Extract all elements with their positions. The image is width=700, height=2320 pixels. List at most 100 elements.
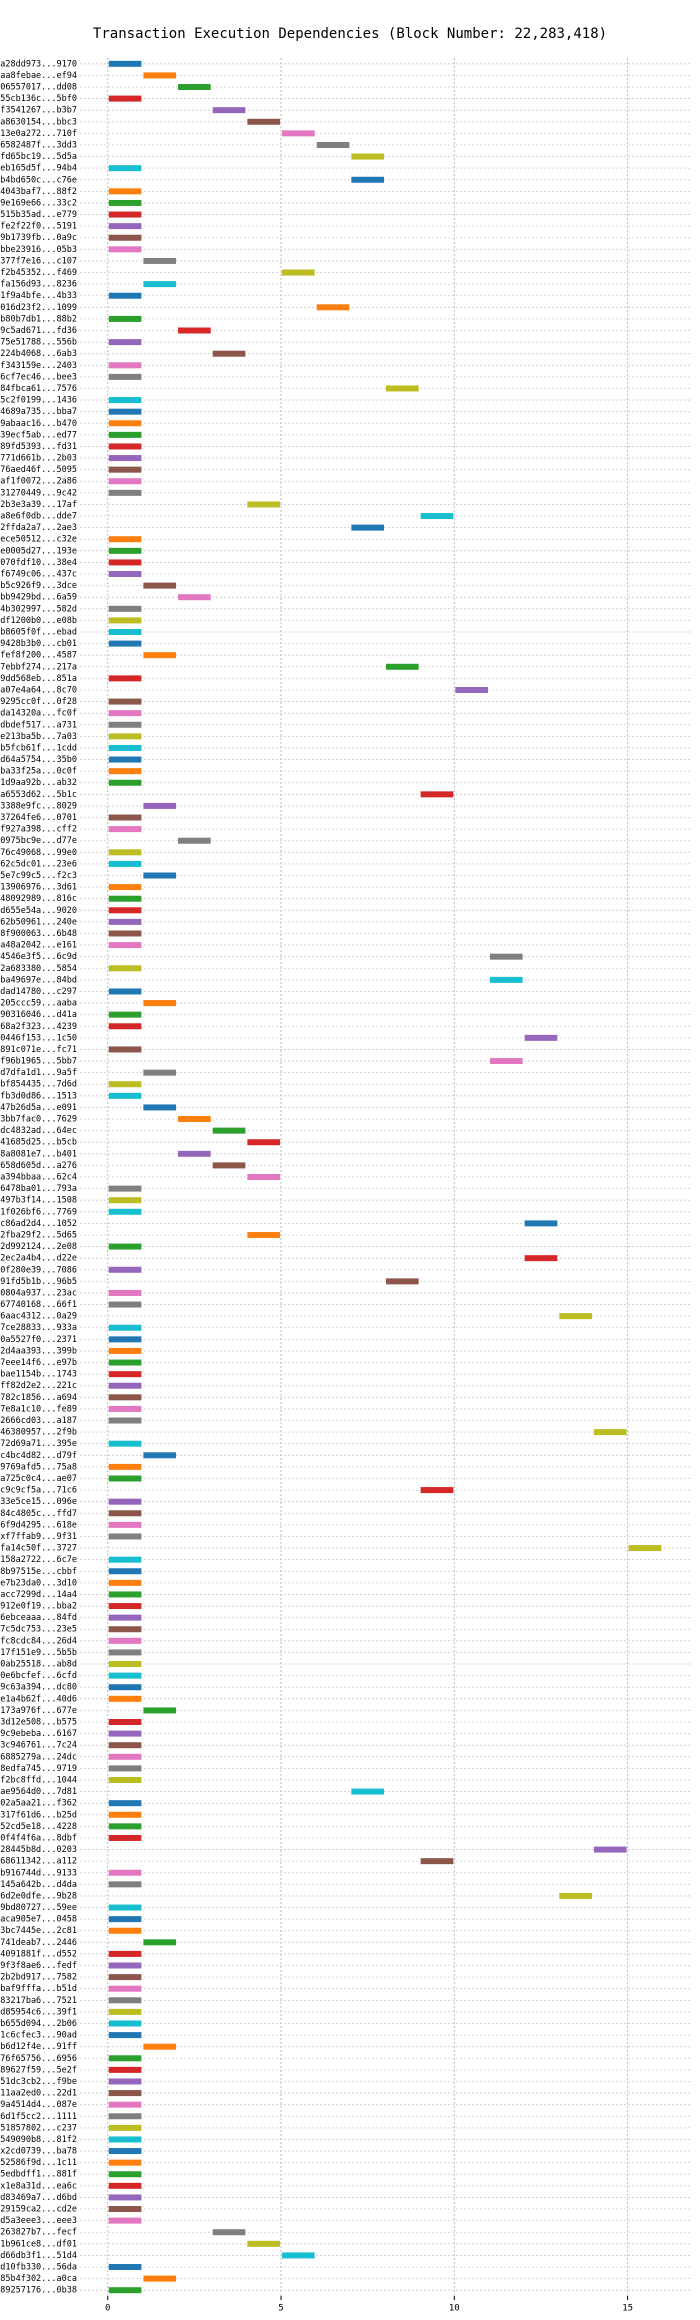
y-tick-label: 0x5e7c99c5...f2c3	[0, 871, 77, 881]
y-tick-label: 0x5c2f0199...1436	[0, 396, 77, 406]
bar	[108, 884, 142, 891]
bar	[108, 292, 142, 299]
bar	[489, 976, 523, 983]
bar	[212, 2229, 246, 2236]
y-tick-label: 0xfb3d0d86...1513	[0, 1091, 77, 1101]
bar	[108, 559, 142, 566]
bar	[108, 1869, 142, 1876]
bar	[108, 1568, 142, 1575]
y-tick-label: 0x4b302997...582d	[0, 604, 77, 614]
y-tick-label: 0xe7b23da0...3d10	[0, 1578, 77, 1588]
y-tick-label: 0x9c5ad671...fd36	[0, 326, 77, 336]
bar	[455, 686, 488, 693]
bar	[108, 2020, 142, 2027]
bar	[108, 1336, 142, 1343]
y-tick-label: 0x1b961ce8...df01	[0, 2239, 77, 2249]
y-tick-label: 0x8b97515e...cbbf	[0, 1567, 77, 1577]
y-tick-label: 0xa725c0c4...ae07	[0, 1474, 77, 1484]
bar	[282, 269, 315, 276]
y-tick-label: 0xaca905e7...0458	[0, 1915, 77, 1925]
bar	[108, 443, 142, 450]
bar	[420, 791, 454, 798]
bar	[108, 2090, 142, 2097]
y-tick-label: 0x47b26d5a...e091	[0, 1103, 77, 1113]
bar	[108, 1092, 142, 1099]
y-tick-label: 0x8a8081e7...b401	[0, 1149, 77, 1159]
y-tick-label: 0xbae1154b...1743	[0, 1370, 77, 1380]
bar	[108, 373, 142, 380]
bar	[247, 2240, 281, 2247]
y-tick-label: 0x9f3f8ae6...fedf	[0, 1961, 77, 1971]
y-tick-label: 0xbf854435...7d6d	[0, 1080, 77, 1090]
bar	[178, 837, 211, 844]
bar	[108, 617, 142, 624]
bar	[108, 397, 142, 404]
bar	[178, 1116, 211, 1123]
y-tick-label: 0x89257176...0b38	[0, 2286, 77, 2296]
bar	[351, 1788, 384, 1795]
y-tick-label: 0x3d12e508...b575	[0, 1718, 77, 1728]
y-tick-label: 0x317f61d6...b25d	[0, 1810, 77, 1820]
y-tick-label: 0xa394bbaa...62c4	[0, 1173, 77, 1183]
bar	[108, 605, 142, 612]
y-tick-label: 0x2666cd03...a187	[0, 1416, 77, 1426]
bar	[178, 327, 211, 334]
bar	[108, 2148, 142, 2155]
bar	[108, 431, 142, 438]
bar	[282, 2252, 315, 2259]
y-tick-label: 0x68611342...a112	[0, 1857, 77, 1867]
bar	[489, 953, 523, 960]
bar	[108, 1637, 142, 1644]
y-tick-label: 0xdad14780...c297	[0, 987, 77, 997]
bar	[108, 1475, 142, 1482]
x-tick-label: 15	[622, 2304, 633, 2314]
bar	[108, 744, 142, 751]
bar	[108, 814, 142, 821]
y-tick-label: 0x4689a735...bba7	[0, 407, 77, 417]
y-tick-label: 0x89fd5393...fd31	[0, 442, 77, 452]
bar	[108, 1440, 142, 1447]
y-tick-label: 0x6478ba01...793a	[0, 1184, 77, 1194]
y-tick-label: 0x9428b3b0...cb01	[0, 639, 77, 649]
bar	[108, 466, 142, 473]
bar	[386, 663, 419, 670]
y-tick-label: 0xa6553d62...5b1c	[0, 790, 77, 800]
y-tick-label: 0xb5c926f9...3dce	[0, 581, 77, 591]
bar	[386, 385, 419, 392]
x-tick-label: 10	[449, 2304, 460, 2314]
y-tick-label: 0x39ecf5ab...ed77	[0, 430, 77, 440]
bar	[143, 872, 177, 879]
bar	[108, 1765, 142, 1772]
y-tick-label: 0x37264fe6...0701	[0, 813, 77, 823]
y-tick-label: 0x771d661b...2b03	[0, 454, 77, 464]
y-tick-label: 0x62b50961...240e	[0, 917, 77, 927]
y-tick-label: 0xd655e54a...9020	[0, 906, 77, 916]
bar	[143, 1707, 177, 1714]
bar	[351, 153, 384, 160]
bar	[108, 2078, 142, 2085]
bar	[108, 478, 142, 485]
bar	[351, 176, 384, 183]
y-tick-label: 0xb916744d...9133	[0, 1868, 77, 1878]
bar	[108, 1614, 142, 1621]
y-tick-label: 0x28445b8d...0203	[0, 1845, 77, 1855]
y-tick-label: 0x7eee14f6...e97b	[0, 1358, 77, 1368]
bar	[108, 1927, 142, 1934]
bar	[108, 779, 142, 786]
y-tick-label: 0x85b4f302...a0ca	[0, 2274, 77, 2284]
bar	[108, 1185, 142, 1192]
bar	[108, 1974, 142, 1981]
bar	[108, 1081, 142, 1088]
bar	[143, 281, 177, 288]
bar	[108, 1603, 142, 1610]
bar	[108, 408, 142, 415]
bar	[108, 1371, 142, 1378]
bar	[108, 907, 142, 914]
y-tick-label: 0x13906976...3d61	[0, 883, 77, 893]
y-tick-label: 0xd10fb330...56da	[0, 2263, 77, 2273]
y-tick-label: 0x891c071e...fc71	[0, 1045, 77, 1055]
y-tick-label: 0x3bb7fac0...7629	[0, 1115, 77, 1125]
y-tick-label: 0x9a4514d4...087e	[0, 2100, 77, 2110]
y-tick-label: 0x0f4f4f6a...8dbf	[0, 1833, 77, 1843]
